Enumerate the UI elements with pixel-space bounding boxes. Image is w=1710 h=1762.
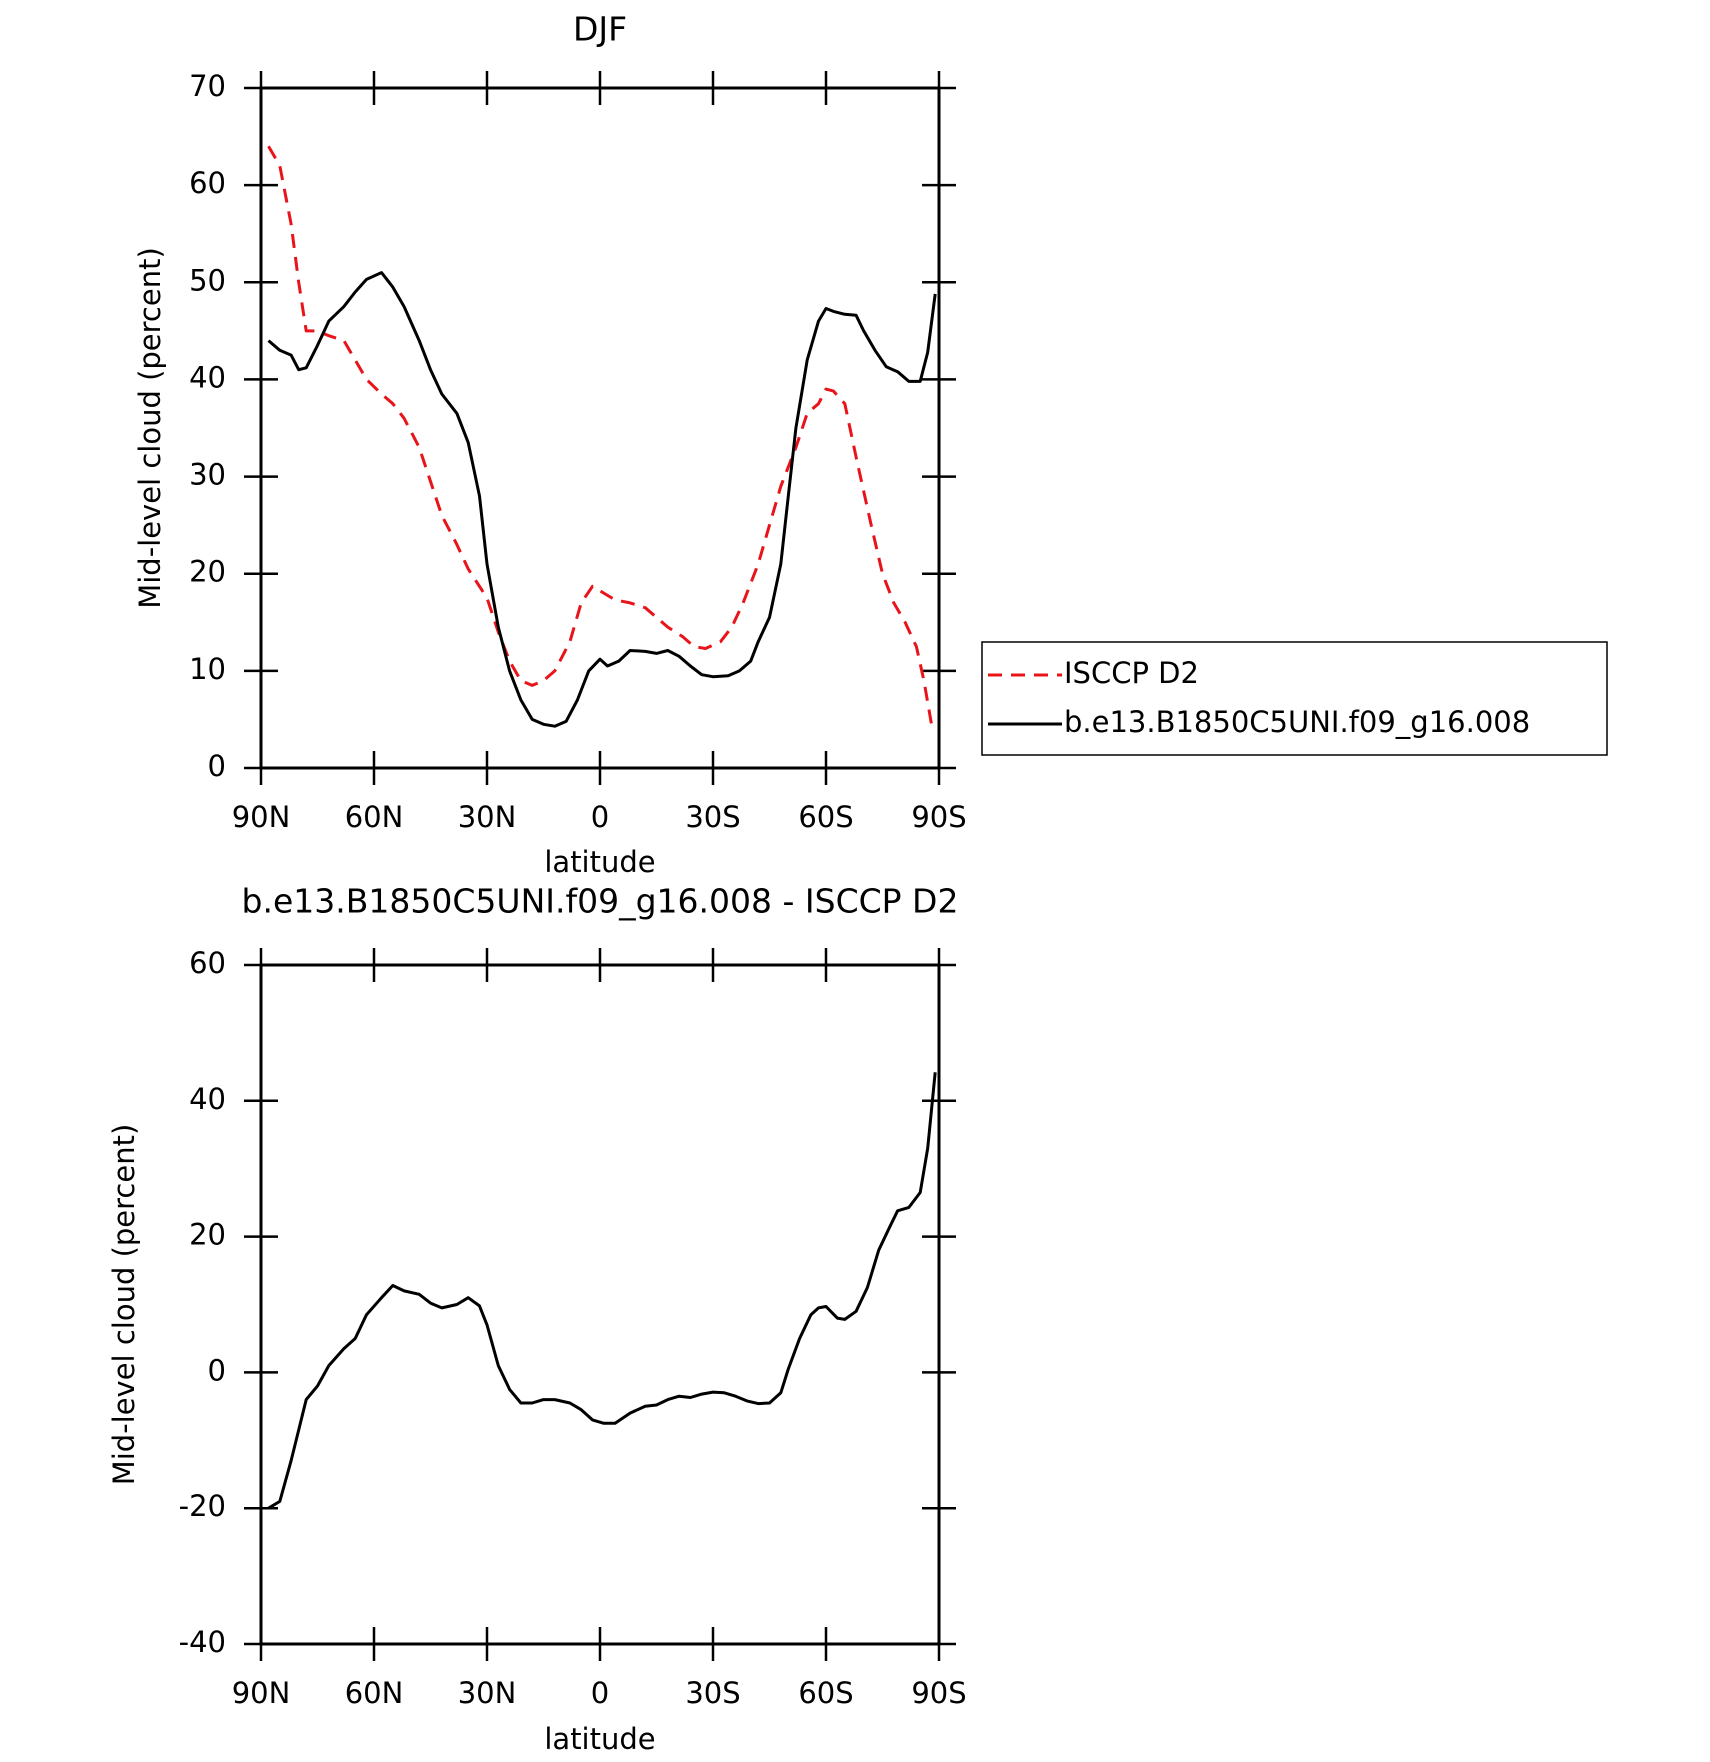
x-tick-label: 30N [458,800,517,834]
y-tick-label: 20 [189,1218,226,1252]
x-tick-label: 60S [798,1676,853,1710]
y-tick-label: -20 [179,1489,226,1523]
x-axis-label: latitude [544,845,655,879]
y-tick-label: 0 [208,1353,226,1387]
data-line [267,271,937,728]
x-tick-label: 60N [345,800,404,834]
y-tick-label: -40 [179,1625,226,1659]
y-tick-label: 60 [189,166,226,200]
y-tick-label: 30 [189,458,226,492]
y-tick-label: 70 [189,69,226,103]
x-tick-label: 0 [591,1676,609,1710]
x-tick-label: 90N [232,1676,291,1710]
legend-box [981,641,1608,756]
plot-frame [259,963,941,1646]
plot-frame [259,86,941,770]
legend-label: ISCCP D2 [1064,656,1199,690]
y-tick-label: 40 [189,1082,226,1116]
y-tick-label: 40 [189,360,226,394]
x-tick-label: 90S [911,1676,966,1710]
y-tick-label: 60 [189,946,226,980]
data-line [267,145,933,725]
x-tick-label: 60N [345,1676,404,1710]
data-line [267,1072,937,1510]
x-tick-label: 30S [685,800,740,834]
chart-title: DJF [573,10,627,49]
legend-label: b.e13.B1850C5UNI.f09_g16.008 [1064,705,1530,739]
y-tick-label: 0 [208,749,226,783]
x-tick-label: 60S [798,800,853,834]
x-axis-label: latitude [544,1722,655,1756]
x-tick-label: 90S [911,800,966,834]
x-tick-label: 0 [591,800,609,834]
y-tick-label: 10 [189,652,226,686]
x-tick-label: 30S [685,1676,740,1710]
x-tick-label: 90N [232,800,291,834]
y-axis-label: Mid-level cloud (percent) [107,1124,141,1486]
x-tick-label: 30N [458,1676,517,1710]
y-tick-label: 20 [189,555,226,589]
y-axis-label: Mid-level cloud (percent) [133,247,167,609]
chart-title: b.e13.B1850C5UNI.f09_g16.008 - ISCCP D2 [242,882,959,921]
y-tick-label: 50 [189,263,226,297]
